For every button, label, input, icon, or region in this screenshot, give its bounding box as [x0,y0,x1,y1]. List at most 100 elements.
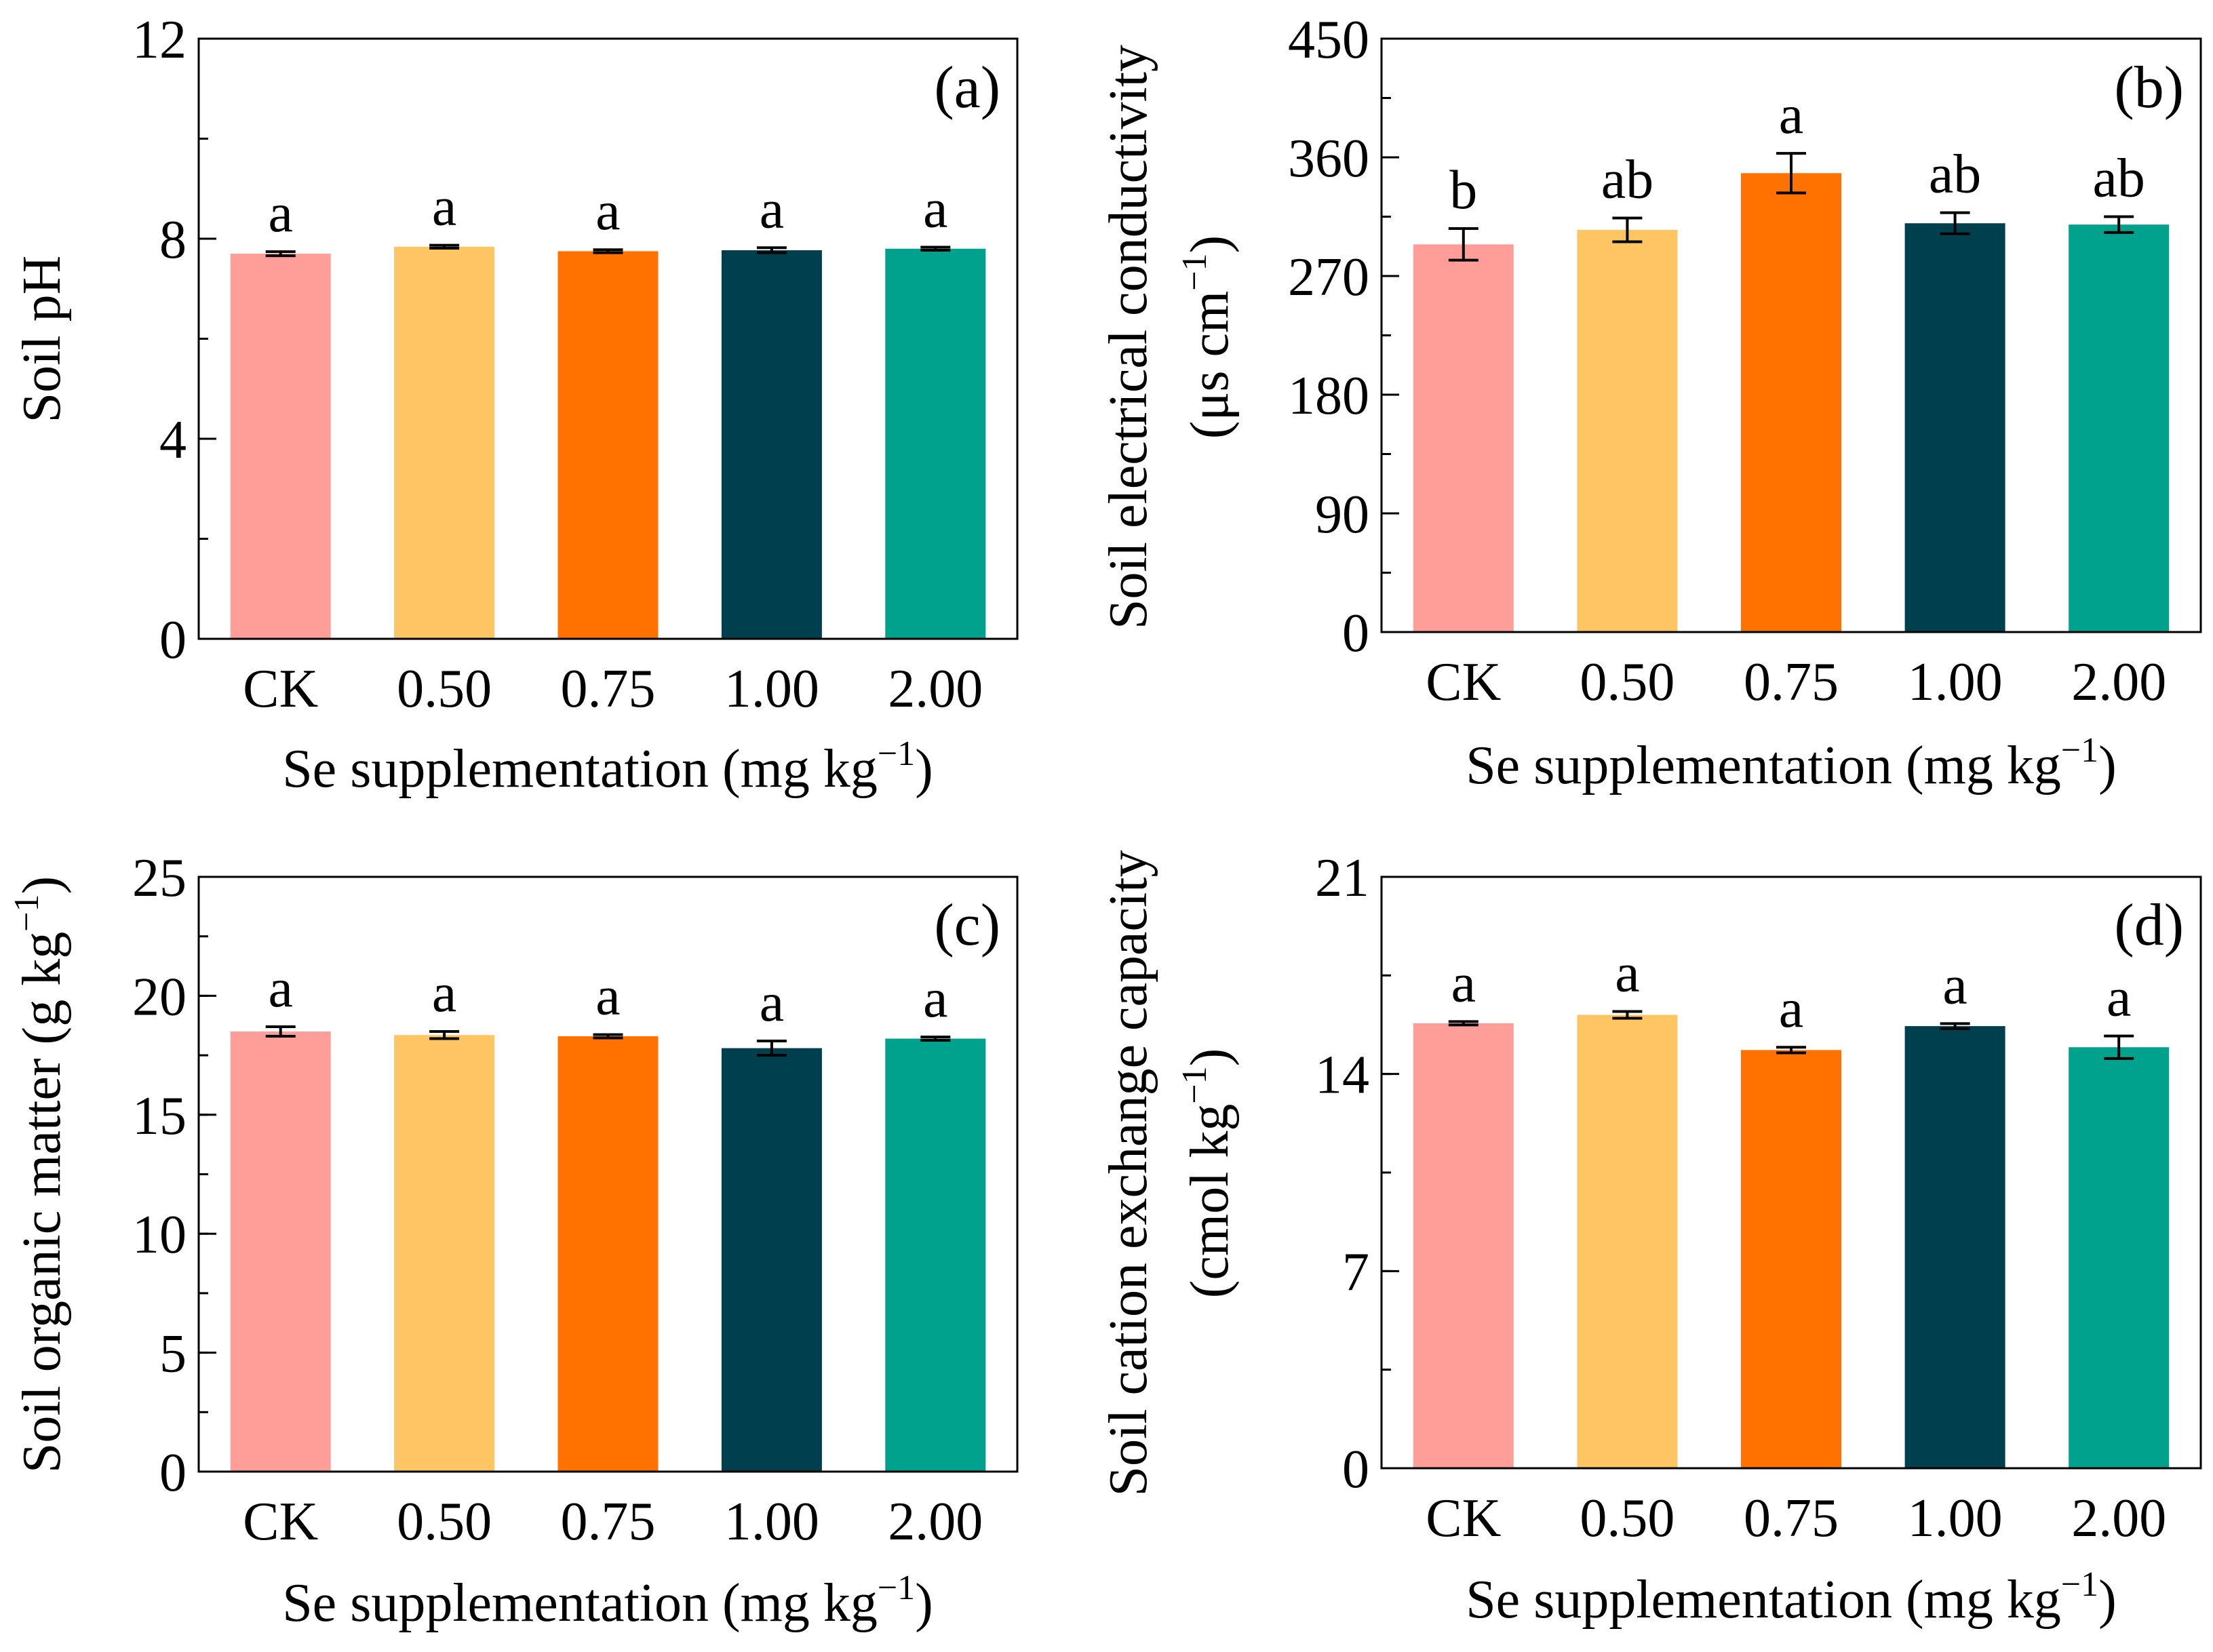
panel-a: a CK a 0.50 a 0.75 a 1.00 a 2.00 0 4 8 12 Soil pH Se … [12,10,1019,799]
error-bar-d-4 [2104,1034,2134,1060]
significance-letter-d-3: a [1942,953,1967,1015]
panel-tag-a: (a) [934,55,1000,121]
bar-d-3 [1904,1026,2005,1468]
error-bar-c-3 [756,1040,787,1057]
y-tick-label-c-3: 15 [132,1086,187,1146]
error-bar-a-4 [920,245,951,252]
y-tick-label-b-0: 0 [1342,604,1369,663]
bar-d-2 [1741,1050,1841,1468]
x-tick-label-b-1: 0.50 [1580,652,1675,712]
significance-letter-a-3: a [760,178,784,239]
significance-letter-d-4: a [2107,966,2131,1028]
xlabel-a: Se supplementation (mg kg−1) [282,734,933,799]
panel-tag-c: (c) [934,892,1000,958]
x-tick-label-b-3: 1.00 [1908,652,2003,712]
panel-c: a CK a 0.50 a 0.75 a 1.00 a 2.00 0 5 10 15 20 25 Soil o… [7,848,1019,1633]
significance-letter-b-0: b [1449,159,1477,220]
y-tick-label-b-4: 360 [1288,129,1369,189]
significance-letter-b-1: ab [1601,148,1653,210]
significance-letter-a-0: a [268,182,292,243]
x-tick-label-a-4: 2.00 [888,659,983,719]
error-bar-b-4 [2104,215,2134,234]
x-tick-label-b-4: 2.00 [2071,652,2166,712]
significance-letter-c-4: a [923,967,947,1029]
axes-b: b CK ab 0.50 a 0.75 ab 1.00 ab 2.00 0 90 180 270 360 45… [1288,10,2202,712]
significance-letter-b-2: a [1779,83,1803,145]
significance-letter-a-4: a [923,178,947,239]
ylabel-c: Soil organic matter (g kg−1) [7,876,72,1473]
error-bar-a-2 [593,248,623,254]
xlabel-d: Se supplementation (mg kg−1) [1466,1565,2117,1630]
bar-c-3 [721,1048,822,1472]
axes-a: a CK a 0.50 a 0.75 a 1.00 a 2.00 0 4 8 12 [132,10,1019,719]
ylabel-d: Soil cation exchange capacity [1099,850,1158,1497]
error-bar-d-2 [1776,1046,1806,1055]
y-tick-label-c-4: 20 [132,967,187,1027]
x-tick-label-d-2: 0.75 [1744,1489,1839,1548]
y-tick-label-c-2: 10 [132,1205,187,1265]
error-bar-d-1 [1612,1010,1643,1020]
bar-a-3 [721,250,822,639]
x-tick-label-d-4: 2.00 [2071,1489,2166,1548]
y-tick-label-c-0: 0 [159,1443,187,1503]
significance-letter-a-2: a [595,180,620,241]
bar-c-4 [885,1038,986,1472]
significance-letter-b-4: ab [2092,147,2145,209]
bar-b-0 [1413,244,1514,632]
x-tick-label-c-2: 0.75 [561,1492,656,1552]
ylabel-b: Soil electrical conductivity [1099,45,1158,629]
bar-d-1 [1577,1015,1678,1468]
significance-letter-d-2: a [1779,977,1803,1039]
significance-letter-d-1: a [1615,941,1639,1003]
y-tick-label-d-2: 14 [1315,1046,1369,1105]
x-tick-label-a-1: 0.50 [397,659,492,719]
plot-frame-a [197,37,1019,640]
ylabel2-d: (cmol kg−1) [1175,1048,1240,1299]
y-tick-label-c-1: 5 [159,1324,187,1384]
panel-tag-d: (d) [2114,892,2184,958]
plot-frame-b [1380,37,2202,633]
y-tick-label-b-1: 90 [1315,485,1369,545]
significance-letter-d-0: a [1451,951,1476,1013]
plot-frame-c [197,876,1019,1473]
bar-b-2 [1741,173,1841,633]
y-tick-label-d-3: 21 [1315,848,1369,908]
error-bar-b-0 [1448,227,1478,262]
error-bar-c-0 [265,1025,296,1038]
x-tick-label-b-0: CK [1426,652,1501,712]
bar-d-4 [2069,1047,2170,1468]
significance-letter-c-2: a [595,965,620,1027]
error-bar-d-3 [1940,1022,1970,1030]
error-bar-b-2 [1776,152,1806,195]
x-tick-label-c-3: 1.00 [724,1492,819,1552]
error-bar-a-1 [429,243,460,250]
ylabel2-b: (μs cm−1) [1175,235,1240,439]
panel-tag-b: (b) [2114,55,2184,121]
xlabel-c: Se supplementation (mg kg−1) [282,1569,933,1633]
x-tick-label-a-0: CK [243,659,318,719]
xlabel-b: Se supplementation (mg kg−1) [1466,731,2117,795]
error-bar-d-0 [1448,1020,1478,1027]
bar-b-4 [2069,224,2170,633]
y-tick-label-a-1: 4 [159,410,187,470]
panel-d: a CK a 0.50 a 0.75 a 1.00 a 2.00 0 7 14 21 Soil catio… [1099,848,2202,1630]
significance-letter-c-0: a [268,957,292,1019]
y-tick-label-a-0: 0 [159,610,187,670]
x-tick-label-c-4: 2.00 [888,1492,983,1552]
bar-a-0 [230,254,331,639]
bar-c-0 [230,1031,331,1472]
significance-letter-c-1: a [432,962,456,1023]
x-tick-label-d-1: 0.50 [1580,1489,1675,1548]
y-tick-label-d-1: 7 [1342,1242,1369,1302]
significance-letter-b-3: ab [1929,143,1981,205]
y-tick-label-b-5: 450 [1288,10,1369,70]
bar-d-0 [1413,1023,1514,1468]
bar-b-1 [1577,229,1678,632]
ylabel-a: Soil pH [12,256,72,423]
panel-b: b CK ab 0.50 a 0.75 ab 1.00 ab 2.00 0 90 180 270 360 45… [1099,10,2202,795]
error-bar-a-3 [756,246,787,254]
y-tick-label-b-2: 180 [1288,366,1369,426]
x-tick-label-d-0: CK [1426,1489,1501,1548]
bar-c-1 [394,1035,495,1472]
